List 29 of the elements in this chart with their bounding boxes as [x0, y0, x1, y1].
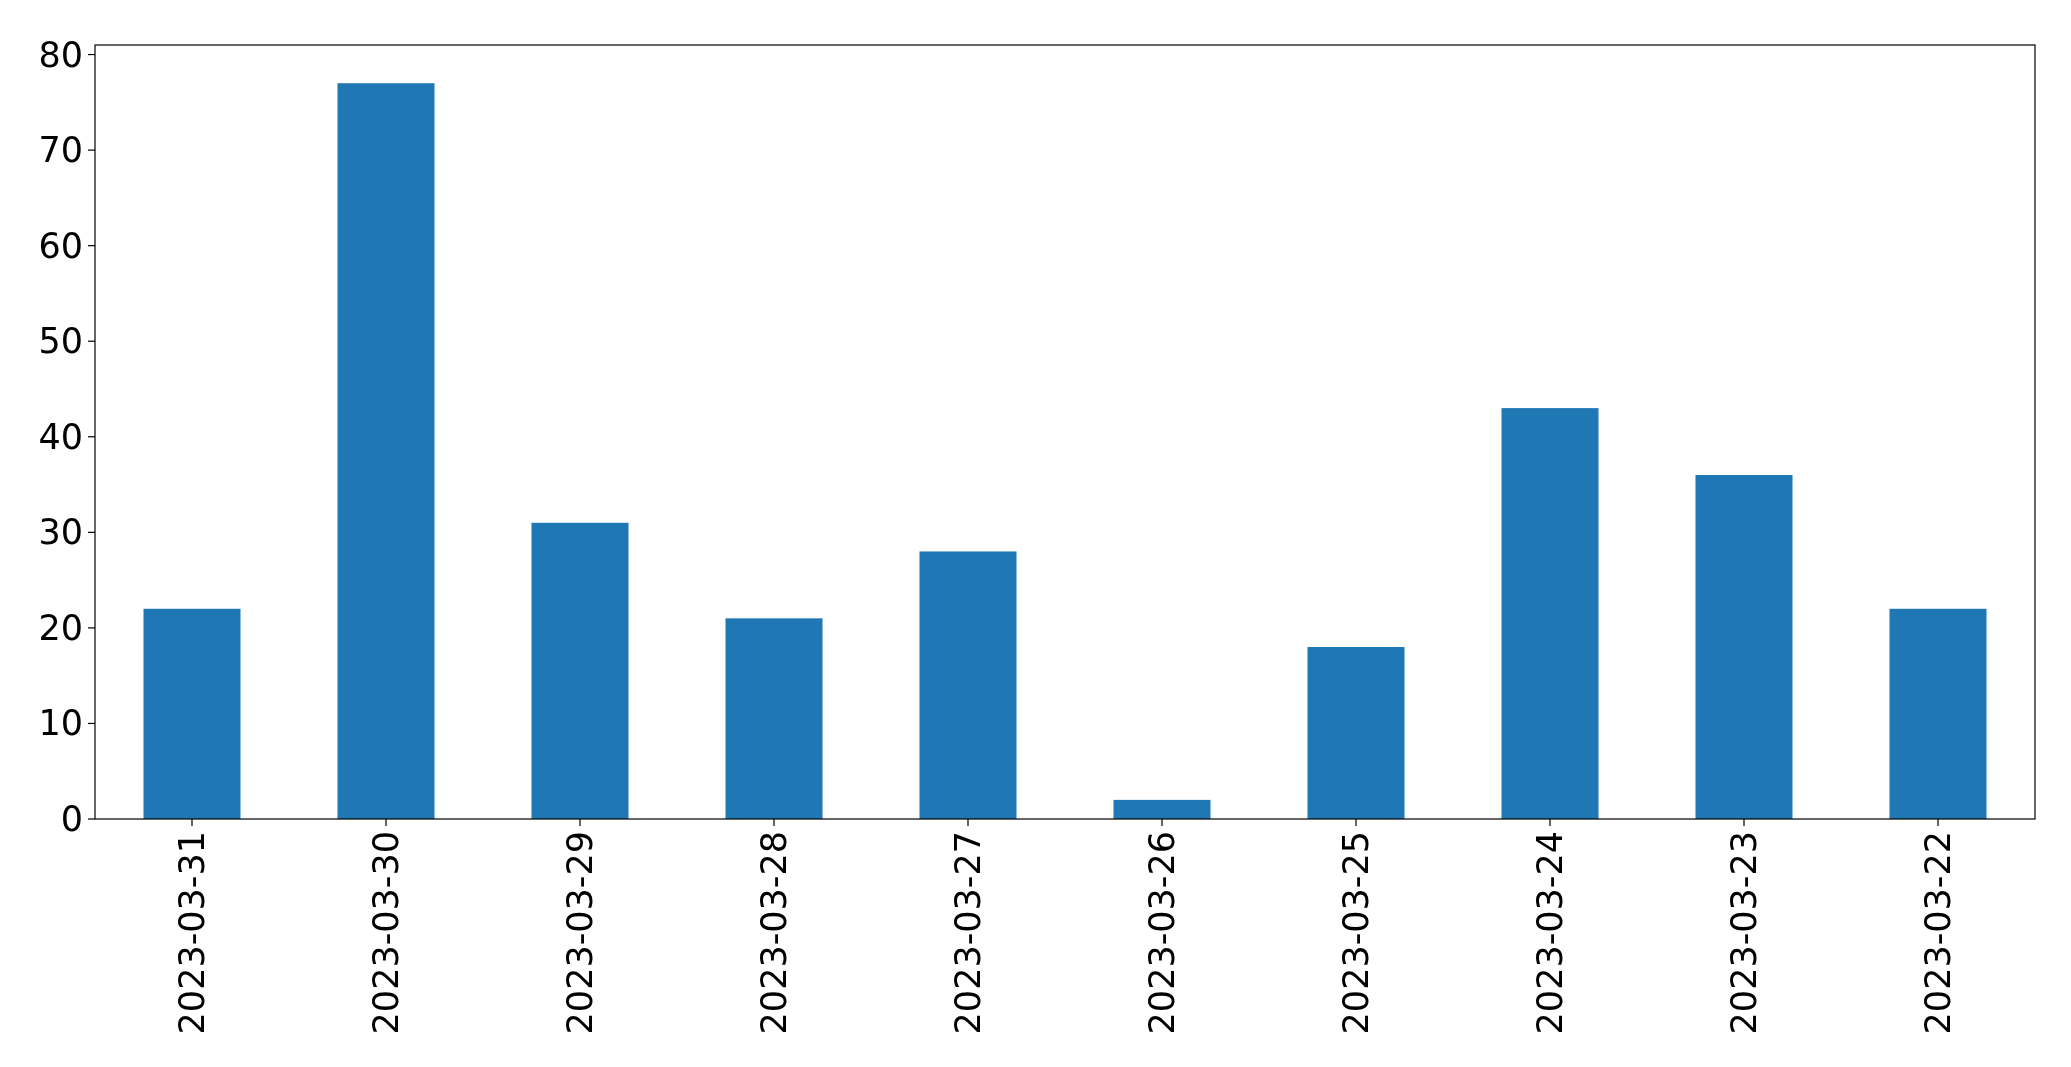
bar — [531, 522, 629, 819]
x-tick-label: 2023-03-22 — [1918, 831, 1958, 1035]
x-tick-label: 2023-03-30 — [366, 831, 406, 1035]
bar — [1113, 799, 1211, 819]
x-tick-label: 2023-03-31 — [172, 831, 212, 1035]
x-tick-label: 2023-03-24 — [1530, 831, 1570, 1035]
x-tick-label: 2023-03-27 — [948, 831, 988, 1035]
y-tick-label: 20 — [38, 607, 83, 648]
x-tick-label: 2023-03-29 — [560, 831, 600, 1035]
x-tick-label: 2023-03-23 — [1724, 831, 1764, 1035]
bar — [1889, 608, 1987, 819]
x-tick-label: 2023-03-26 — [1142, 831, 1182, 1035]
bar — [1501, 408, 1599, 819]
y-tick-label: 60 — [38, 225, 83, 266]
bar — [1307, 647, 1405, 819]
bar — [337, 83, 435, 819]
y-tick-label: 50 — [38, 321, 83, 362]
x-tick-label: 2023-03-28 — [754, 831, 794, 1035]
x-tick-label: 2023-03-25 — [1336, 831, 1376, 1035]
y-tick-label: 80 — [38, 34, 83, 75]
y-tick-label: 0 — [60, 799, 83, 839]
y-tick-label: 10 — [38, 703, 83, 744]
y-tick-label: 30 — [38, 512, 83, 553]
y-tick-label: 40 — [38, 416, 83, 457]
bar — [143, 608, 241, 819]
y-tick-label: 70 — [38, 130, 83, 171]
bar — [919, 551, 1017, 819]
bar — [1695, 475, 1793, 819]
bar — [725, 618, 823, 819]
